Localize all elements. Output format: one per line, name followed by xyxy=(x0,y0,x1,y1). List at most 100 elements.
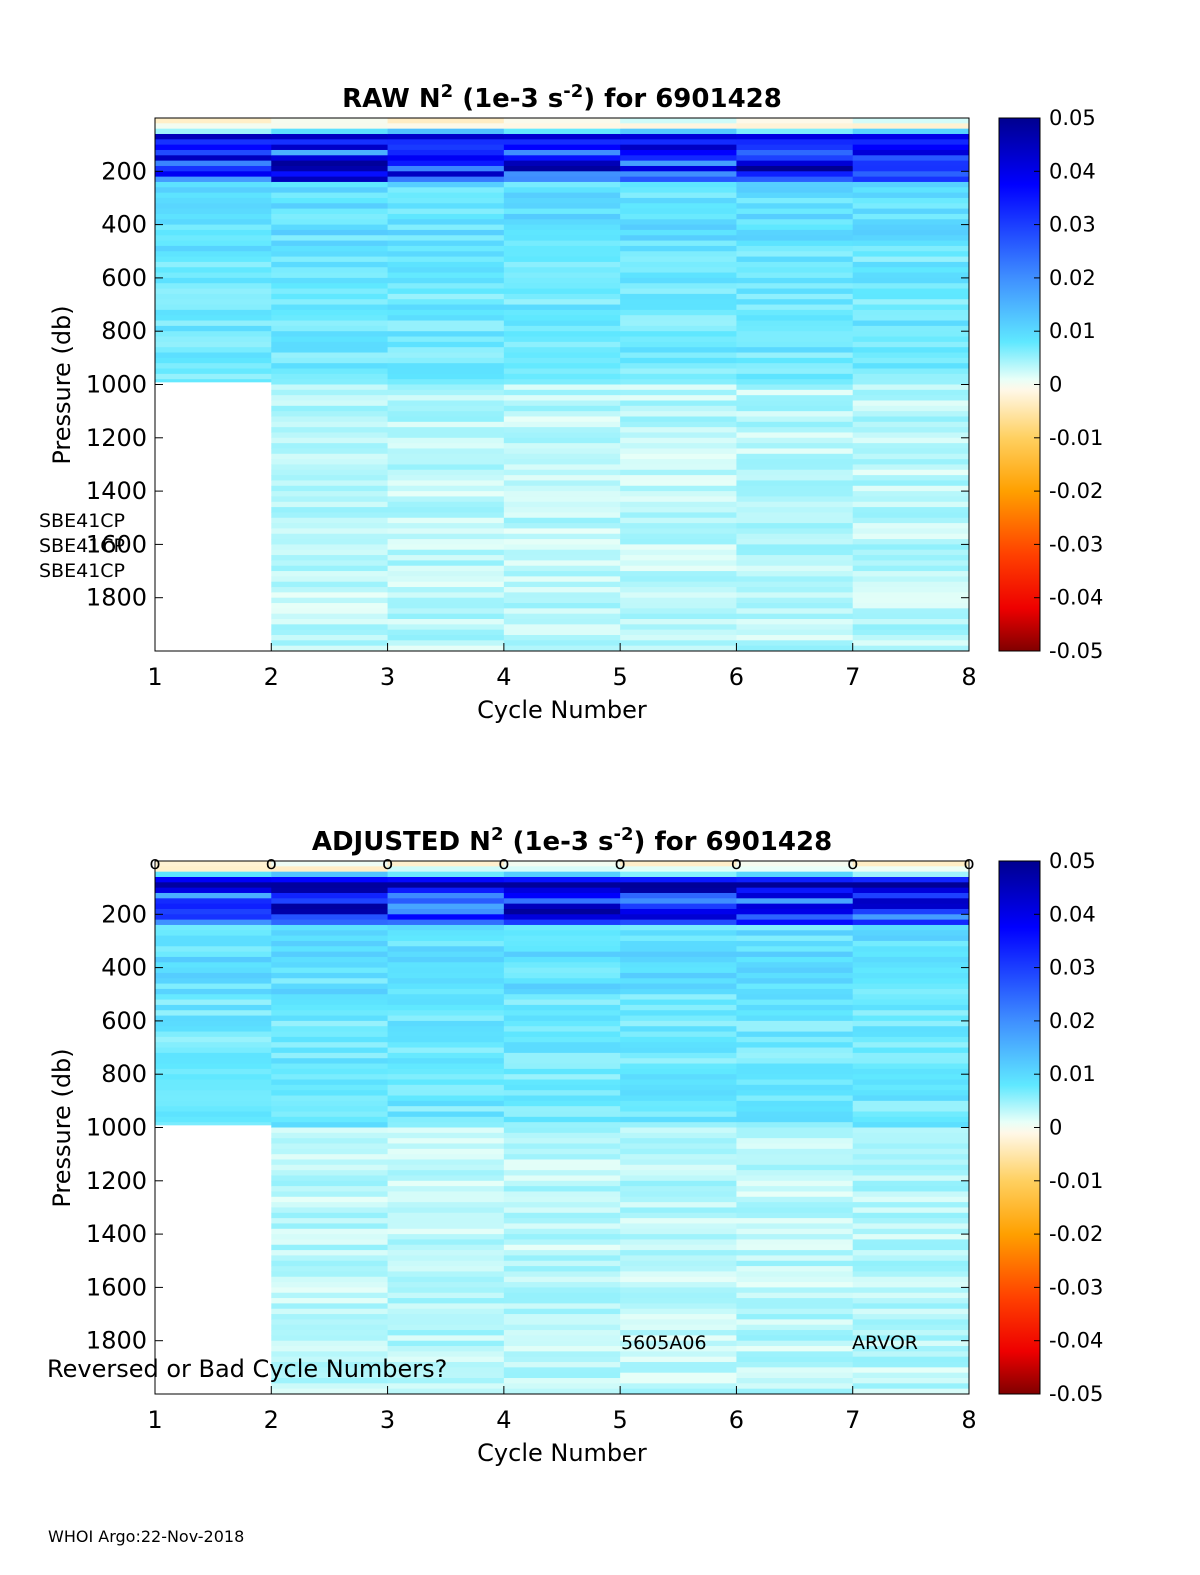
heatmap-cell xyxy=(387,1292,505,1299)
heatmap-cell xyxy=(736,1052,854,1059)
heatmap-cell xyxy=(387,1378,505,1384)
heatmap-cell xyxy=(736,1308,854,1315)
heatmap-cell xyxy=(736,1042,854,1049)
heatmap-cell xyxy=(503,1095,621,1102)
heatmap-cell xyxy=(852,898,970,905)
heatmap-cell xyxy=(620,1282,737,1288)
raw-x-axis-label: Cycle Number xyxy=(477,696,647,724)
heatmap-cell xyxy=(736,962,854,969)
heatmap-cell xyxy=(736,1212,854,1219)
heatmap-cell xyxy=(503,293,621,300)
heatmap-cell xyxy=(620,640,737,647)
heatmap-cell xyxy=(155,128,272,135)
heatmap-cell xyxy=(503,1292,621,1299)
heatmap-cell xyxy=(155,368,272,375)
heatmap-cell xyxy=(503,956,621,963)
heatmap-cell xyxy=(620,181,737,188)
heatmap-cell xyxy=(155,1042,272,1049)
heatmap-cell xyxy=(503,1042,621,1049)
heatmap-cell xyxy=(852,1058,970,1065)
heatmap-cell xyxy=(620,1351,737,1358)
heatmap-cell xyxy=(736,1378,854,1384)
heatmap-cell xyxy=(155,192,272,199)
heatmap-cell xyxy=(387,924,505,931)
heatmap-cell xyxy=(620,1143,737,1150)
heatmap-cell xyxy=(852,128,970,135)
heatmap-cell xyxy=(503,496,621,503)
heatmap-cell xyxy=(620,475,737,481)
heatmap-cell xyxy=(852,946,970,953)
heatmap-cell xyxy=(271,924,389,931)
heatmap-cell xyxy=(620,571,737,577)
heatmap-cell xyxy=(503,261,621,268)
adjusted-heatmap xyxy=(155,861,970,1395)
heatmap-cell xyxy=(620,453,737,460)
heatmap-cell xyxy=(736,1260,854,1267)
heatmap-cell xyxy=(271,1196,389,1203)
heatmap-cell xyxy=(852,544,970,551)
heatmap-cell xyxy=(736,427,854,433)
heatmap-cell xyxy=(736,1266,854,1272)
heatmap-cell xyxy=(387,1223,505,1230)
colorbar-tick-label: 0 xyxy=(1049,1116,1062,1140)
heatmap-cell xyxy=(271,603,389,609)
heatmap-cell xyxy=(736,983,854,990)
heatmap-cell xyxy=(620,565,737,572)
heatmap-cell xyxy=(620,1186,737,1192)
heatmap-cell xyxy=(271,251,389,258)
heatmap-cell xyxy=(620,341,737,348)
heatmap-cell xyxy=(271,629,389,636)
heatmap-cell xyxy=(736,464,854,471)
heatmap-cell xyxy=(155,336,272,343)
heatmap-cell xyxy=(503,1340,621,1347)
heatmap-cell xyxy=(387,496,505,503)
cycle-marker: o xyxy=(963,853,974,874)
heatmap-cell xyxy=(736,1324,854,1331)
heatmap-cell xyxy=(620,331,737,338)
heatmap-cell xyxy=(620,432,737,439)
heatmap-cell xyxy=(271,1207,389,1214)
heatmap-cell xyxy=(736,1004,854,1011)
colorbar-tick-label: -0.01 xyxy=(1049,426,1103,450)
heatmap-cell xyxy=(503,1159,621,1166)
heatmap-cell xyxy=(620,1068,737,1075)
cycle-marker: o xyxy=(847,853,858,874)
heatmap-cell xyxy=(387,533,505,540)
heatmap-cell xyxy=(271,443,389,449)
heatmap-cell xyxy=(387,400,505,407)
heatmap-cell xyxy=(271,256,389,263)
heatmap-cell xyxy=(620,1020,737,1027)
heatmap-cell xyxy=(620,587,737,593)
heatmap-cell xyxy=(736,1015,854,1022)
heatmap-cell xyxy=(503,576,621,583)
heatmap-cell xyxy=(503,118,621,124)
heatmap-cell xyxy=(155,309,272,316)
heatmap-cell xyxy=(503,1255,621,1262)
heatmap-cell xyxy=(503,1330,621,1336)
heatmap-cell xyxy=(503,1239,621,1246)
heatmap-cell xyxy=(271,940,389,947)
heatmap-cell xyxy=(387,1047,505,1054)
heatmap-cell xyxy=(271,149,389,156)
heatmap-cell xyxy=(503,608,621,615)
heatmap-cell xyxy=(271,1346,389,1352)
heatmap-cell xyxy=(271,160,389,167)
heatmap-cell xyxy=(503,1068,621,1075)
heatmap-cell xyxy=(503,1090,621,1097)
colorbar-tick-label: 0.05 xyxy=(1049,106,1096,130)
heatmap-cell xyxy=(620,1058,737,1065)
heatmap-cell xyxy=(852,240,970,247)
heatmap-cell xyxy=(271,1372,389,1379)
heatmap-cell xyxy=(852,1276,970,1283)
heatmap-cell xyxy=(387,421,505,428)
heatmap-cell xyxy=(503,549,621,556)
heatmap-cell xyxy=(387,571,505,577)
heatmap-cell xyxy=(620,549,737,556)
y-tick-label: 1800 xyxy=(86,1327,147,1355)
heatmap-cell xyxy=(503,629,621,636)
raw-title: RAW N2 (1e-3 s-2) for 6901428 xyxy=(342,81,782,114)
heatmap-cell xyxy=(387,491,505,497)
heatmap-cell xyxy=(387,181,505,188)
heatmap-cell xyxy=(387,1324,505,1331)
heatmap-cell xyxy=(387,613,505,620)
